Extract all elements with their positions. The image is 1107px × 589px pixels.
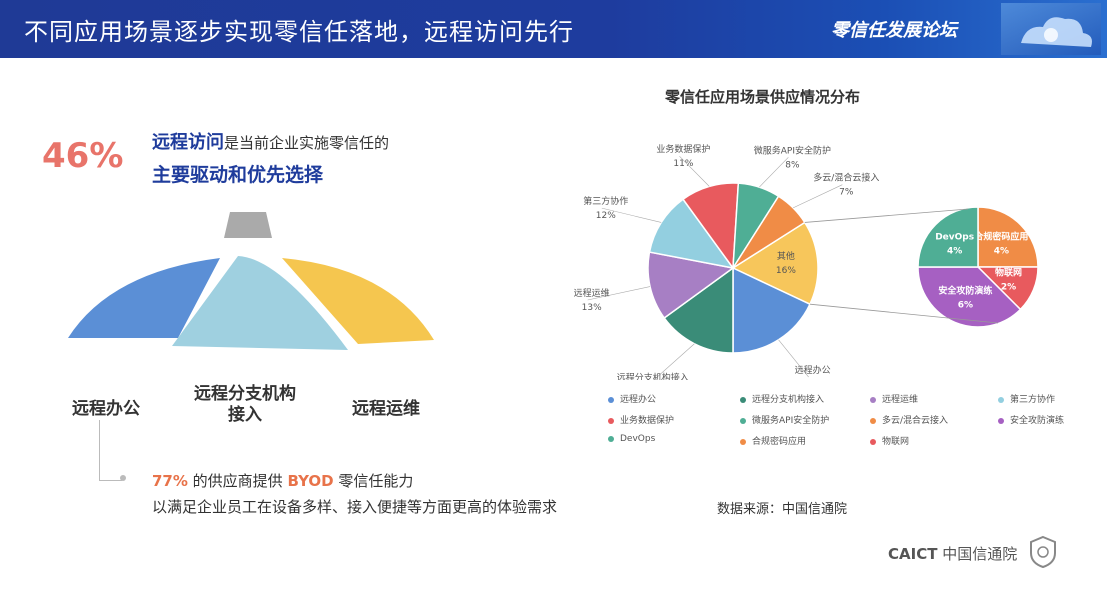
legend-item-8: DevOps [608,434,655,444]
byod-end: 零信任能力 [333,472,414,490]
legend-label-9: 合规密码应用 [752,437,807,447]
subpie-label-0: 合规密码应用 4% [974,231,1028,257]
byod-mid: 的供应商提供 [187,472,288,490]
pie-label-2: 远程运维 13% [574,287,610,313]
chart-legend: 远程办公 远程分支机构接入 远程运维 第三方协作业务数据保护 微服务API安全防护 多云/… [608,392,1088,452]
remote-access-highlight: 远程访问 [152,132,224,153]
bracket-dot [120,475,126,481]
legend-item-9: 合规密码应用 [740,434,806,447]
legend-marker-6 [870,417,876,424]
subpie-label-1: 物联网 2% [995,267,1022,293]
legend-marker-4 [608,417,614,424]
subpie-label-2: 安全攻防演练 6% [938,284,992,310]
legend-label-3: 第三方协作 [1010,395,1056,405]
subpie-label-3: DevOps 4% [935,233,974,257]
pie-slice-6 [732,195,806,269]
org-abbr: CAICT [888,545,938,563]
pie-leader-4 [679,155,710,187]
legend-item-4: 业务数据保护 [608,413,674,426]
chart-title: 零信任应用场景供应情况分布 [665,88,861,106]
legend-marker-7 [998,417,1004,424]
umbrella-handle [224,212,272,238]
legend-item-3: 第三方协作 [998,392,1055,405]
legend-label-4: 业务数据保护 [620,416,675,426]
data-source: 数据来源：中国信通院 [717,502,848,517]
pie-label-7: 其他 16% [776,250,796,276]
legend-marker-8 [608,435,614,442]
bracket-line [99,420,122,481]
subpie-slice-3 [917,206,979,268]
legend-label-1: 远程分支机构接入 [752,395,825,405]
legend-label-6: 多云/混合云接入 [882,416,949,426]
umbrella-label-remote-office: 远程办公 [72,399,140,419]
pie-label-5: 微服务API安全防护 8% [754,144,831,170]
umbrella-label-branch-access: 远程分支机构接入 [194,384,296,425]
legend-item-5: 微服务API安全防护 [740,413,829,426]
legend-label-10: 物联网 [882,437,910,447]
legend-label-2: 远程运维 [882,395,919,405]
pie-slice-7 [731,221,819,306]
pie-leader-3 [601,207,662,223]
pie-slice-3 [648,198,735,270]
pie-leader-0 [778,339,809,378]
subpie-slice-2 [917,266,1022,328]
pie-leader-5 [759,157,789,188]
remote-access-text: 是当前企业实施零信任的 [224,134,390,152]
legend-label-8: DevOps [620,434,656,444]
remote-access-statement: 远程访问是当前企业实施零信任的 [152,128,389,154]
umbrella-segment-branch-access [172,256,348,350]
connector-line-top [804,208,969,223]
legend-item-1: 远程分支机构接入 [740,392,824,405]
umbrella-segment-remote-ops [282,258,434,344]
legend-item-7: 安全攻防演练 [998,413,1064,426]
remote-access-percent: 46% [42,136,124,176]
pie-label-0: 远程办公18% [795,364,831,380]
main-driver-text: 主要驱动和优先选择 [152,164,324,186]
byod-percent: 77% [152,472,188,490]
legend-marker-0 [608,396,614,403]
subpie-slice-0 [977,206,1039,268]
umbrella-label-remote-ops: 远程运维 [352,399,420,419]
pie-slice-1 [663,266,734,354]
pie-label-1: 远程分支机构接入15% [617,371,689,380]
pie-leader-1 [653,343,695,380]
legend-marker-1 [740,396,746,403]
header-banner: 不同应用场景逐步实现零信任落地，远程访问先行 零信任发展论坛 [0,0,1107,58]
org-logo: CAICT 中国信通院 [888,543,1017,564]
legend-marker-10 [870,438,876,445]
forum-badge-icon [1001,3,1101,55]
umbrella-segment-remote-office [68,258,220,338]
legend-item-0: 远程办公 [608,392,656,405]
pie-leader-2 [587,286,651,301]
byod-explanation: 以满足企业员工在设备多样、接入便捷等方面更高的体验需求 [152,498,558,516]
legend-label-0: 远程办公 [620,395,657,405]
page-title: 不同应用场景逐步实现零信任落地，远程访问先行 [24,18,574,46]
legend-item-6: 多云/混合云接入 [870,413,948,426]
byod-word: BYOD [287,472,334,490]
legend-marker-9 [740,438,746,445]
pie-slice-0 [732,266,811,354]
legend-item-2: 远程运维 [870,392,918,405]
byod-statement: 77% 的供应商提供 BYOD 零信任能力 [152,470,413,491]
legend-item-10: 物联网 [870,434,909,447]
umbrella-illustration [68,212,434,350]
pie-leader-6 [792,184,843,209]
pie-label-3: 第三方协作 12% [583,195,628,221]
pie-slice-2 [647,251,735,320]
connector-line-bottom [809,303,999,324]
legend-marker-3 [998,396,1004,403]
shield-icon [1030,535,1056,569]
legend-label-5: 微服务API安全防护 [752,416,830,426]
pie-label-6: 多云/混合云接入 7% [813,172,879,198]
forum-logo: 零信任发展论坛 [831,20,957,41]
legend-label-7: 安全攻防演练 [1010,416,1065,426]
legend-marker-2 [870,396,876,403]
org-name: 中国信通院 [942,545,1018,563]
legend-marker-5 [740,417,746,424]
pie-label-4: 业务数据保护 11% [656,143,710,169]
